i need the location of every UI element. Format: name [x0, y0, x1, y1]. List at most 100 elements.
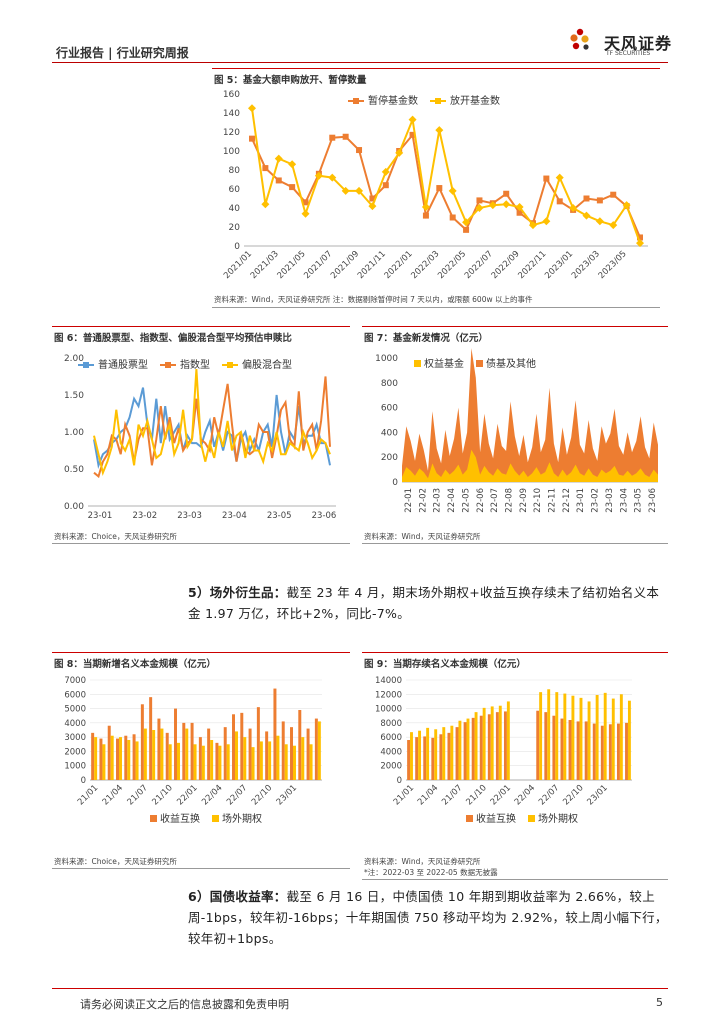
bar: [265, 731, 269, 780]
bar: [182, 722, 186, 780]
bar: [608, 724, 612, 780]
x-tick-label: 22-02: [418, 488, 428, 513]
bar: [226, 744, 230, 780]
data-point: [275, 177, 282, 184]
bar: [539, 692, 543, 780]
bar: [455, 727, 459, 780]
bar: [571, 695, 575, 780]
legend-swatch: [476, 360, 483, 367]
fig6-frame: [52, 326, 350, 328]
data-point: [381, 167, 390, 176]
fig7-frame: [362, 326, 668, 328]
x-tick-label: 2022/05: [436, 249, 468, 281]
bar: [143, 728, 147, 780]
x-tick-label: 23-02: [591, 488, 601, 513]
bar: [256, 707, 260, 780]
bar: [555, 692, 559, 780]
bar: [563, 693, 567, 780]
legend-swatch: [528, 815, 535, 822]
data-point: [408, 115, 417, 124]
bar: [218, 745, 222, 780]
bar: [160, 728, 164, 780]
bar: [487, 714, 491, 780]
bar: [482, 707, 486, 780]
legend-label: 暂停基金数: [368, 94, 418, 107]
para5-lead: 5）场外衍生品：: [188, 585, 287, 600]
fig8-title: 图 8：当期新增名义本金规模（亿元）: [54, 659, 216, 670]
data-point: [555, 173, 564, 182]
bar: [603, 692, 607, 780]
y-tick-label: 10000: [375, 705, 402, 715]
bar: [579, 697, 583, 780]
x-tick-label: 22/07: [225, 783, 249, 807]
x-tick-label: 22-07: [490, 488, 500, 513]
data-point: [609, 221, 618, 230]
fig5-bottom-rule: [212, 307, 660, 308]
x-tick-label: 21/01: [76, 783, 100, 807]
y-tick-label: 2000: [64, 747, 86, 757]
bar: [193, 744, 197, 780]
bar: [94, 737, 98, 780]
bar: [116, 738, 119, 780]
data-point: [596, 197, 603, 204]
data-point: [288, 160, 297, 169]
x-tick-label: 23-05: [634, 488, 644, 513]
para-treasury-yield: 6）国债收益率：截至 6 月 16 日，中债国债 10 年期到期收益率为 2.6…: [188, 886, 668, 949]
data-point: [422, 212, 429, 219]
data-point: [503, 190, 510, 197]
x-tick-label: 22-12: [562, 488, 572, 513]
header-divider: [52, 62, 668, 63]
y-tick-label: 6000: [64, 690, 86, 700]
data-point: [248, 104, 256, 113]
fig5-frame: [212, 68, 660, 70]
y-tick-label: 2000: [380, 762, 402, 772]
para5-text: 截至 23 年 4 月，期末场外期权+收益互换存续未了结初始名义本金 1.97 …: [188, 585, 660, 621]
bar: [99, 738, 103, 780]
y-tick-label: 120: [223, 128, 240, 138]
bar: [232, 714, 235, 780]
legend-swatch: [466, 815, 473, 822]
fig8-bottom-rule: [52, 868, 350, 869]
data-point: [462, 218, 471, 227]
y-tick-label: 4000: [380, 747, 402, 757]
x-tick-label: 22-03: [433, 488, 443, 513]
y-tick-label: 7000: [64, 676, 86, 686]
x-tick-label: 21/10: [150, 783, 174, 807]
x-tick-label: 2023/03: [570, 249, 602, 281]
x-tick-label: 23-04: [619, 488, 629, 513]
x-tick-label: 2022/03: [409, 249, 441, 281]
x-tick-label: 2023/05: [597, 249, 629, 281]
y-tick-label: 200: [381, 453, 398, 463]
data-point: [341, 186, 350, 195]
data-point: [622, 201, 631, 210]
bar: [600, 725, 604, 780]
bar: [157, 718, 161, 780]
x-tick-label: 21/01: [392, 783, 416, 807]
x-tick-label: 2022/07: [463, 249, 495, 281]
y-tick-label: 1000: [375, 354, 398, 364]
bar: [314, 718, 318, 780]
fig9-frame: [362, 652, 668, 654]
y-tick-label: 160: [223, 90, 240, 100]
data-point: [301, 209, 310, 218]
legend-label: 债基及其他: [486, 357, 536, 370]
data-point: [502, 200, 511, 209]
bar: [415, 737, 419, 780]
bar: [466, 718, 470, 780]
fig5-chart: 0204060801001201401602021/012021/032021/…: [222, 90, 648, 281]
x-tick-label: 23-03: [177, 511, 202, 521]
area-bond-funds: [402, 348, 658, 482]
x-tick-label: 23-01: [88, 511, 113, 521]
x-tick-label: 22-11: [548, 488, 558, 513]
data-point: [436, 185, 443, 192]
x-tick-label: 22/04: [513, 783, 537, 807]
y-tick-label: 0: [81, 776, 86, 786]
data-point: [368, 202, 377, 211]
bar: [140, 704, 144, 780]
x-tick-label: 22-04: [447, 488, 457, 513]
bar: [119, 737, 122, 780]
series-line: [251, 132, 641, 238]
bar: [284, 744, 288, 780]
y-tick-label: 60: [229, 185, 241, 195]
x-tick-label: 23/01: [275, 783, 299, 807]
